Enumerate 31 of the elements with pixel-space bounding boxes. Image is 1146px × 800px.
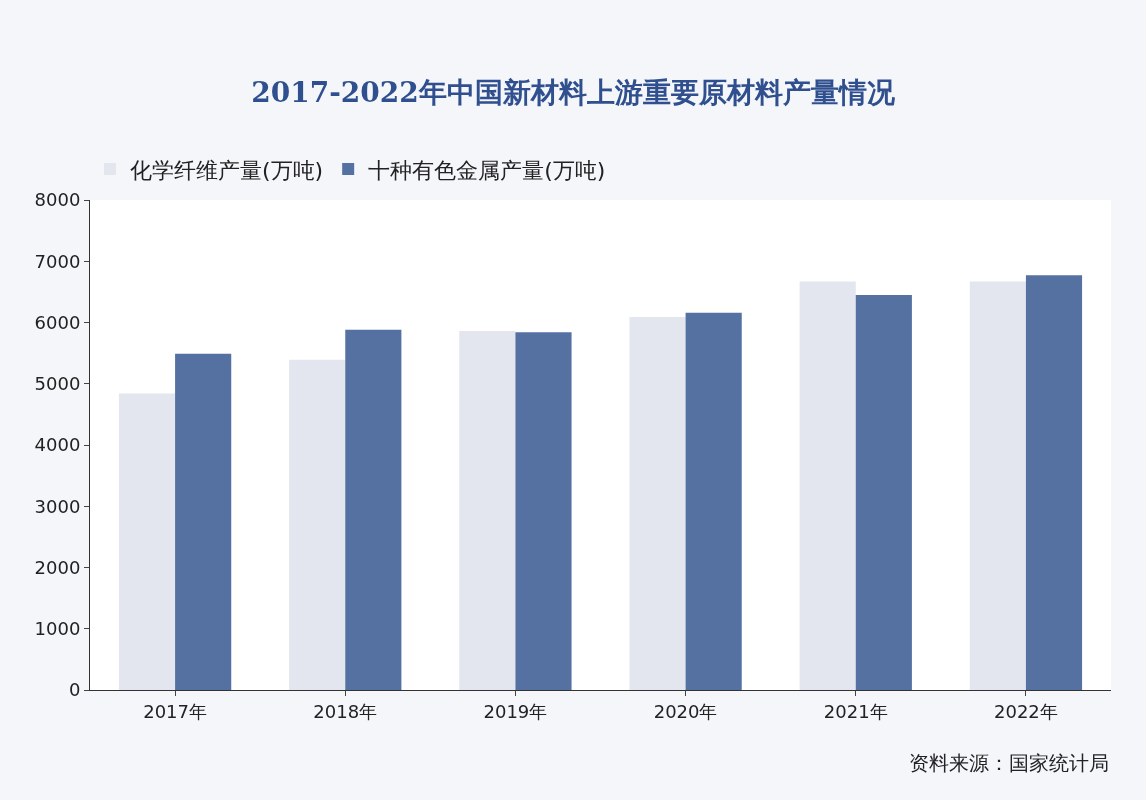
x-tick-label: 2020年 [653,700,718,722]
legend-label: 十种有色金属产量(万吨) [368,157,606,183]
bar [345,329,402,690]
bar [969,281,1026,690]
y-tick-label: 1000 [34,618,81,640]
y-tick-label: 4000 [34,434,81,456]
x-tick-label: 2021年 [823,700,888,722]
x-tick-label: 2017年 [143,700,207,722]
bar [855,294,912,690]
text: 资料来源：国家统计局 [909,751,1109,775]
y-tick-label: 7000 [34,250,81,272]
y-tick-label: 8000 [34,189,81,211]
bar [629,316,686,690]
bar [459,331,516,690]
y-tick-label: 3000 [34,495,81,517]
bar [685,312,742,690]
x-tick-label: 2022年 [994,700,1058,722]
y-tick-label: 5000 [34,373,81,395]
bar [799,281,856,690]
chart-title: 2017-2022年中国新材料上游重要原材料产量情况 [251,75,896,109]
x-tick-label: 2019年 [483,700,548,722]
y-tick-label: 0 [68,679,81,701]
bar [175,353,232,690]
x-tick-label: 2018年 [313,700,378,722]
bar [515,332,572,690]
bar [1025,275,1083,690]
bar [289,359,346,690]
legend-label: 化学纤维产量(万吨) [130,157,324,183]
y-tick-label: 6000 [34,311,81,333]
bar [118,393,176,690]
y-tick-label: 2000 [34,556,81,578]
